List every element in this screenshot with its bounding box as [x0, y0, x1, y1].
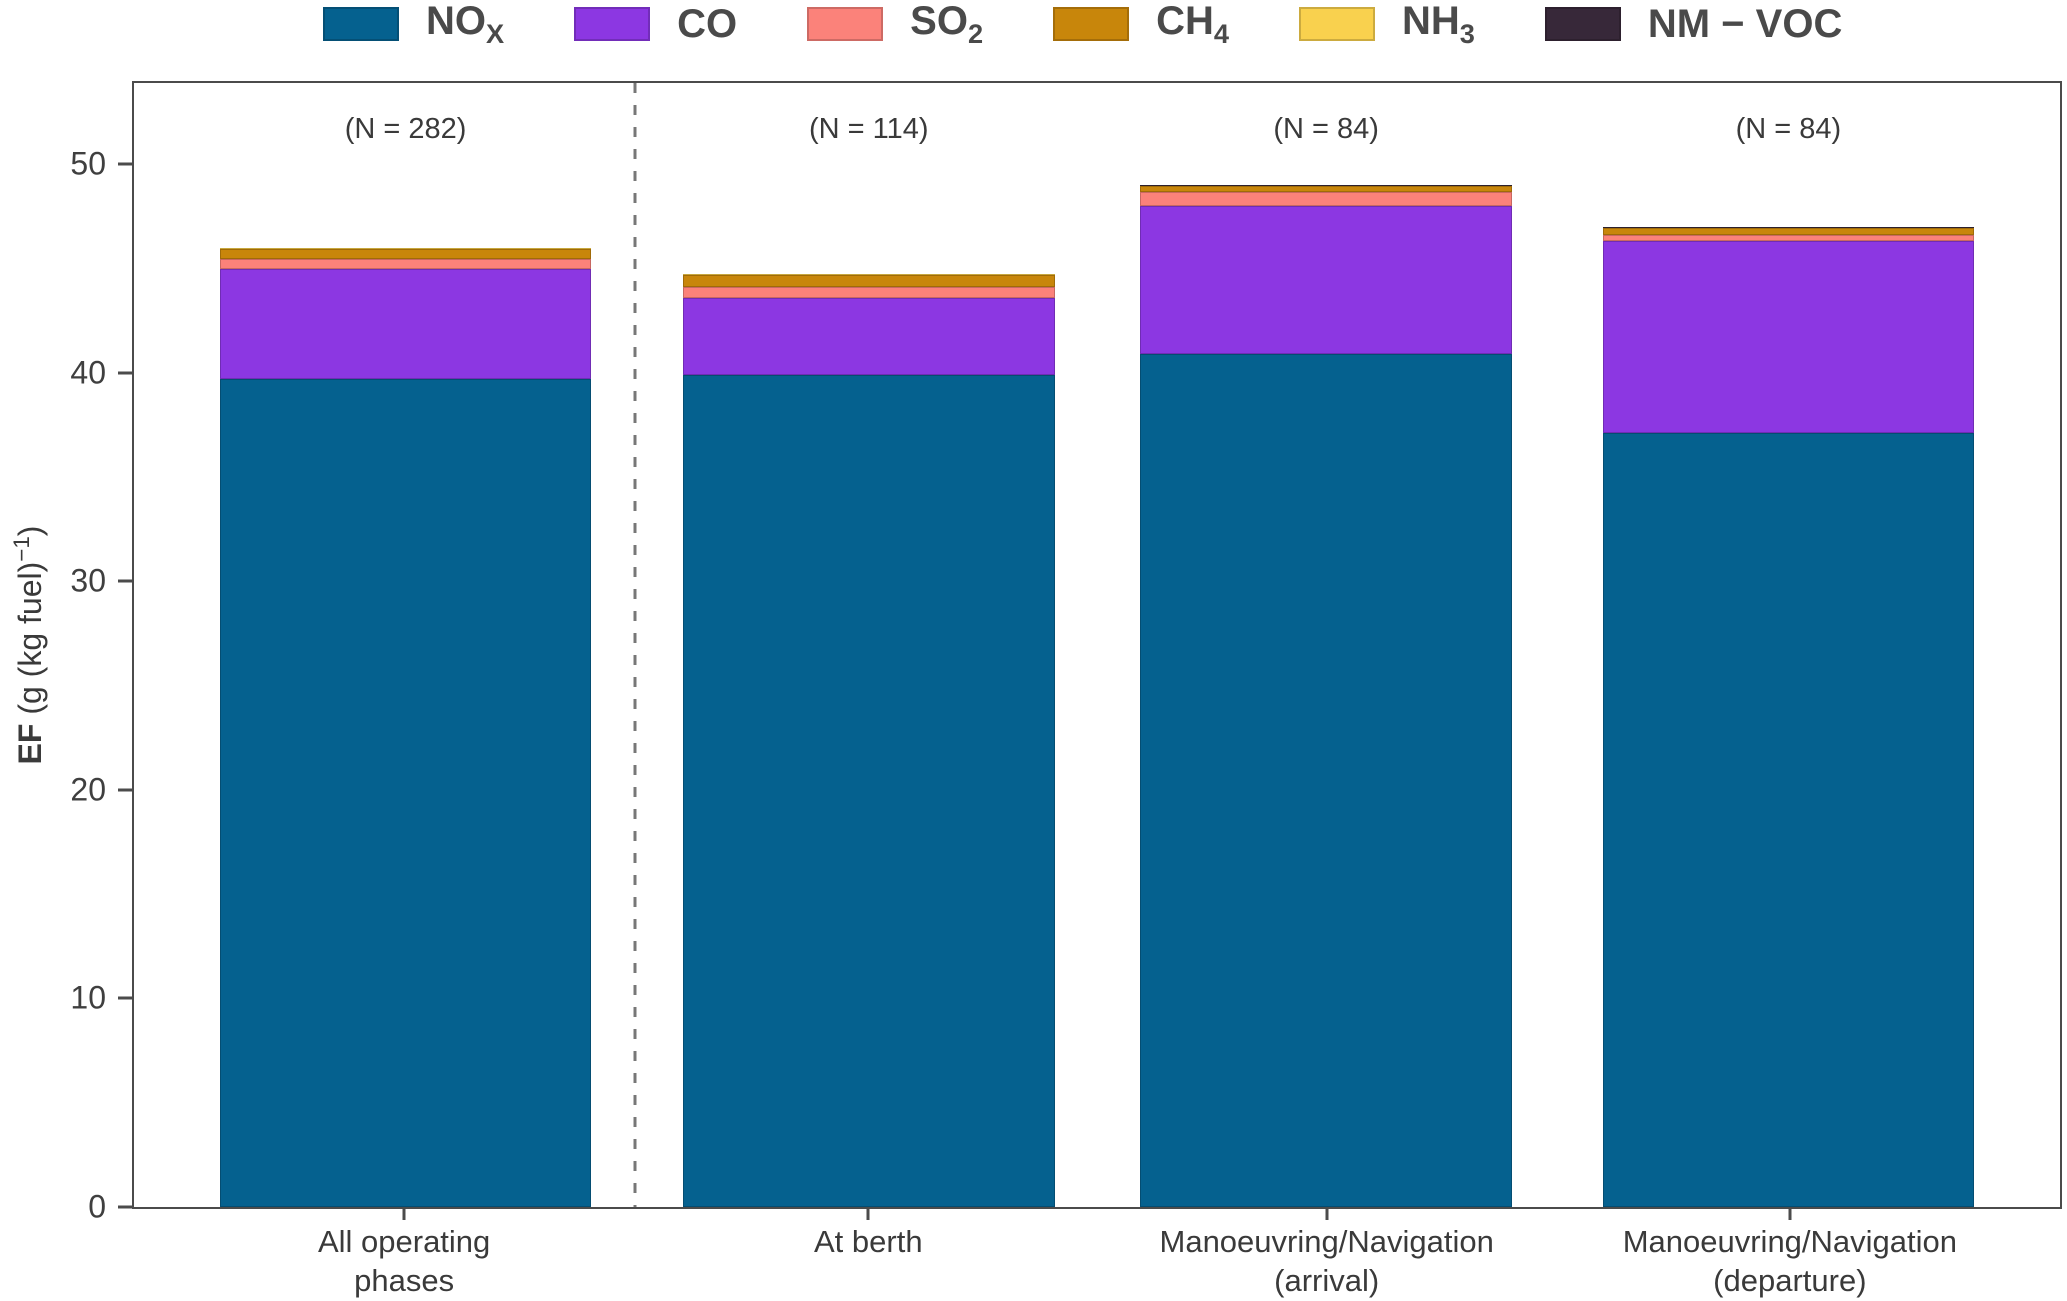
- bar-segment-nox: [1140, 354, 1513, 1207]
- x-category-label: At berth: [814, 1224, 923, 1259]
- y-tick-mark: [118, 996, 132, 1000]
- legend-swatch-nmvoc: [1544, 7, 1621, 41]
- legend-label-nmvoc: NM − VOC: [1647, 1, 1843, 46]
- sample-size-annotation: (N = 282): [344, 113, 467, 145]
- y-tick-label: 30: [70, 562, 106, 599]
- x-axis: All operating phases At berth Manoeuvring/N…: [132, 1209, 2062, 1301]
- x-tick-mark: [866, 1209, 870, 1220]
- x-category-label: Manoeuvring/Navigation (departure): [1622, 1224, 1958, 1298]
- y-tick-label: 10: [70, 979, 106, 1016]
- bar-segment-so2: [1602, 234, 1975, 242]
- legend-item-nmvoc: NM − VOC: [1544, 1, 1843, 47]
- stacked-bar-3: [1140, 185, 1513, 1207]
- y-tick-mark: [118, 371, 132, 375]
- legend-swatch-so2: [807, 7, 884, 41]
- x-category-label: All operating phases: [317, 1224, 491, 1298]
- plot-area: (N = 282) (N = 114) (N = 84) (N = 84): [132, 81, 2062, 1209]
- bar-segment-so2: [682, 287, 1055, 298]
- sample-size-annotation: (N = 84): [1735, 113, 1842, 145]
- bar-segment-co: [1140, 206, 1513, 355]
- sample-size-annotation: (N = 84): [1273, 113, 1379, 145]
- bar-segment-ch4: [682, 274, 1055, 288]
- y-tick-label: 50: [70, 145, 106, 182]
- bar-segment-ch4: [1140, 186, 1513, 193]
- y-tick-label: 40: [70, 354, 106, 391]
- legend-item-co: CO: [574, 2, 737, 47]
- legend-label-nh3: NH3: [1401, 0, 1475, 49]
- legend-swatch-nh3: [1298, 7, 1375, 41]
- bar-segment-co: [219, 268, 592, 380]
- bar-segment-co: [682, 297, 1055, 375]
- y-tick-mark: [118, 1205, 132, 1209]
- bar-segment-nox: [682, 374, 1055, 1207]
- legend-swatch-nox: [323, 7, 399, 41]
- bar-segment-nox: [1602, 433, 1975, 1207]
- y-tick-label: 20: [70, 771, 106, 808]
- legend-swatch-ch4: [1053, 7, 1130, 41]
- legend-item-nh3: NH3: [1298, 0, 1475, 50]
- bar-segment-nox: [219, 379, 592, 1207]
- y-tick-mark: [118, 579, 132, 583]
- legend-item-ch4: CH4: [1053, 0, 1229, 50]
- x-category-label: Manoeuvring/Navigation (arrival): [1159, 1224, 1494, 1298]
- legend-label-nox: NOX: [426, 0, 505, 49]
- legend-label-so2: SO2: [910, 0, 984, 49]
- legend-label-ch4: CH4: [1156, 0, 1229, 49]
- legend-item-so2: SO2: [807, 0, 983, 50]
- bar-segment-ch4: [1602, 227, 1975, 235]
- stacked-bar-1: [219, 247, 592, 1207]
- stacked-bar-4: [1602, 227, 1975, 1207]
- x-tick-mark: [1788, 1209, 1792, 1220]
- legend-swatch-co: [574, 7, 651, 41]
- x-tick-mark: [1325, 1209, 1329, 1220]
- y-axis: 0 10 20 30 40 50: [0, 81, 132, 1225]
- y-tick-mark: [118, 788, 132, 792]
- legend-item-nox: NOX: [323, 0, 504, 50]
- bar-segment-ch4: [219, 248, 592, 260]
- y-tick-label: 0: [88, 1188, 106, 1225]
- x-tick-mark: [402, 1209, 406, 1220]
- stacked-bar-2: [682, 274, 1055, 1207]
- legend-label-co: CO: [677, 1, 738, 46]
- bar-segment-so2: [1140, 192, 1513, 206]
- chart-legend: NOX CO SO2 CH4 NH3 NM − VOC: [323, 0, 1843, 49]
- bar-segment-co: [1602, 241, 1975, 434]
- bar-segment-so2: [219, 259, 592, 269]
- y-tick-mark: [118, 162, 132, 166]
- dashed-separator: [633, 83, 637, 1207]
- sample-size-annotation: (N = 114): [808, 113, 929, 145]
